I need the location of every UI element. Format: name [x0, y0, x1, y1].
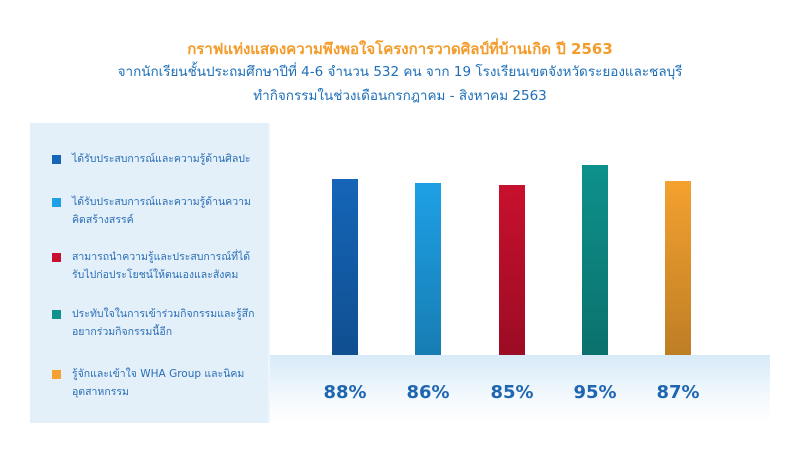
legend-label-3: สามารถนำความรู้และประสบการณ์ที่ได้ รับไป…	[72, 251, 251, 281]
value-label-3: 85%	[490, 382, 533, 403]
bar-5	[665, 181, 691, 355]
legend-label-1: ได้รับประสบการณ์และความรู้ด้านศิลปะ	[72, 153, 251, 165]
legend-swatch-2	[52, 198, 61, 207]
bar-chart: 88% 86% 85% 95% 87%	[323, 165, 700, 403]
value-label-5: 87%	[656, 382, 699, 403]
bar-4	[582, 165, 608, 355]
legend-swatch-3	[52, 253, 61, 262]
chart-header: กราฟแท่งแสดงความพึงพอใจโครงการวาดศิลป์ที…	[0, 38, 800, 108]
value-label-1: 88%	[323, 382, 366, 403]
legend-swatch-1	[52, 155, 61, 164]
bar-1	[332, 179, 358, 355]
chart-title: กราฟแท่งแสดงความพึงพอใจโครงการวาดศิลป์ที…	[187, 40, 613, 58]
bar-3	[499, 185, 525, 355]
value-label-4: 95%	[573, 382, 616, 403]
bar-group	[332, 165, 691, 355]
plot-floor	[270, 355, 770, 423]
legend-label-5: รู้จักและเข้าใจ WHA Group และนิคม อุตสาห…	[72, 368, 245, 398]
value-label-2: 86%	[406, 382, 449, 403]
chart-subtitle-2: ทำกิจกรรมในช่วงเดือนกรกฎาคม - สิงหาคม 25…	[253, 88, 547, 104]
legend-label-4: ประทับใจในการเข้าร่วมกิจกรรมและรู้สึก อย…	[72, 308, 255, 338]
legend-swatch-5	[52, 370, 61, 379]
bar-2	[415, 183, 441, 355]
legend-label-2: ได้รับประสบการณ์และความรู้ด้านความ คิดสร…	[72, 196, 251, 226]
legend-panel	[30, 123, 268, 423]
chart-subtitle-1: จากนักเรียนชั้นประถมศึกษาปีที่ 4-6 จำนวน…	[117, 64, 683, 80]
value-label-group: 88% 86% 85% 95% 87%	[323, 382, 699, 403]
legend-swatch-4	[52, 310, 61, 319]
